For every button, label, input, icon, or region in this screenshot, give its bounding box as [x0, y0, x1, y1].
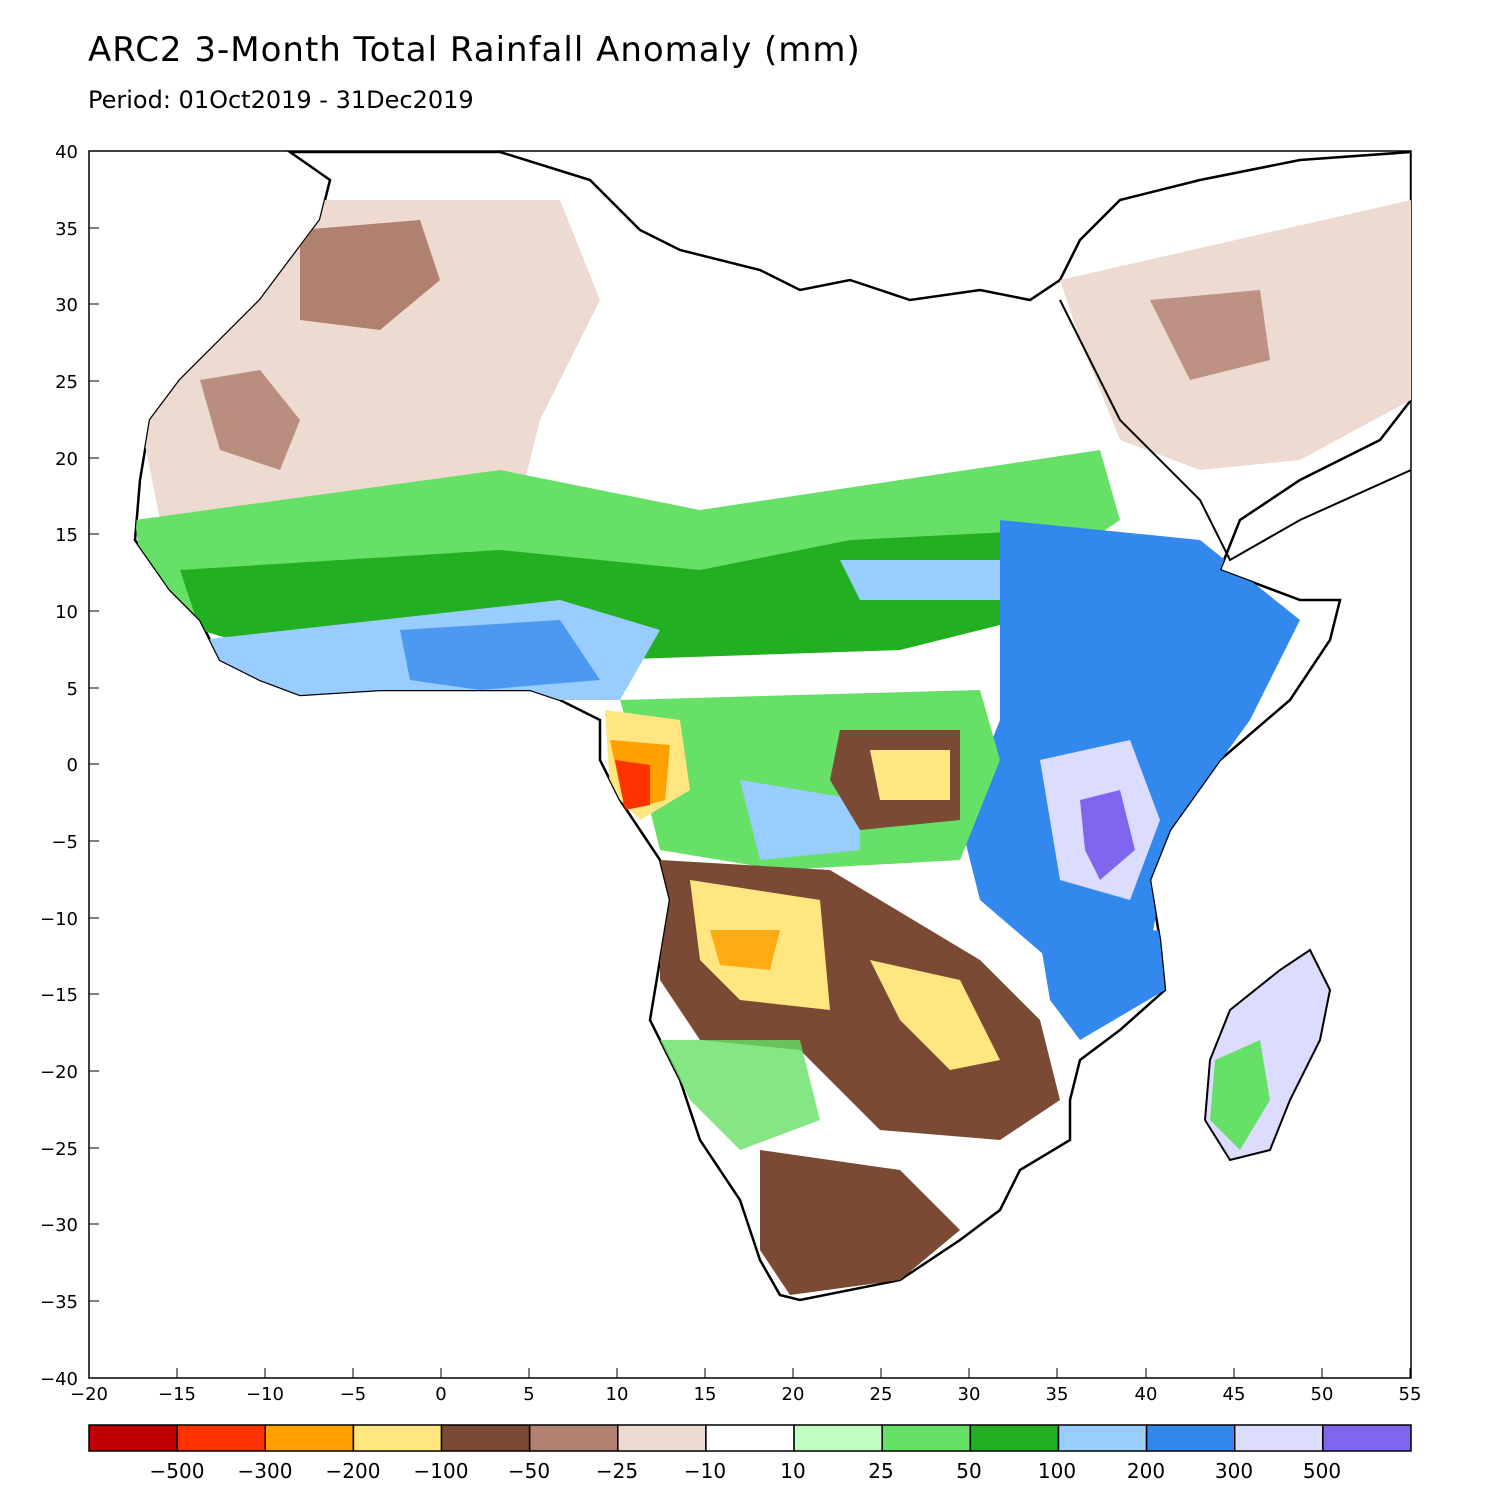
map-title: ARC2 3-Month Total Rainfall Anomaly (mm) [88, 30, 861, 70]
x-tick-label: 45 [1223, 1384, 1246, 1405]
legend-swatch [1145, 1424, 1236, 1452]
y-tick-label: −15 [40, 985, 78, 1006]
legend-label: 25 [868, 1459, 893, 1483]
y-tick-label: 30 [55, 295, 78, 316]
legend-label: 10 [780, 1459, 805, 1483]
y-tick-label: −5 [51, 832, 78, 853]
anomaly-zambia-deficit [870, 960, 1000, 1070]
legend-swatch [264, 1424, 355, 1452]
x-tick-label: 5 [523, 1384, 534, 1405]
x-tick-label: 15 [694, 1384, 717, 1405]
legend-swatch [528, 1424, 619, 1452]
anomaly-nw-dry-moderate [200, 370, 300, 470]
y-tick-label: 0 [67, 755, 78, 776]
legend-label: −25 [596, 1459, 638, 1483]
legend-label: −200 [326, 1459, 381, 1483]
legend-label: −500 [150, 1459, 205, 1483]
y-tick-label: 5 [67, 679, 78, 700]
legend-label: 100 [1038, 1459, 1076, 1483]
anomaly-angola-deficit-orange [710, 930, 780, 970]
x-tick-label: 35 [1046, 1384, 1069, 1405]
y-tick-label: −30 [40, 1215, 78, 1236]
legend-label: 300 [1215, 1459, 1253, 1483]
madagascar-wet [1210, 1040, 1270, 1150]
legend-label: −100 [414, 1459, 469, 1483]
y-tick-label: 35 [55, 219, 78, 240]
anomaly-namibia-mixed [660, 1040, 820, 1150]
y-tick-label: −10 [40, 909, 78, 930]
legend-label: −50 [508, 1459, 550, 1483]
x-tick-label: 55 [1399, 1384, 1422, 1405]
x-tick-label: 0 [435, 1384, 446, 1405]
legend-swatch [969, 1424, 1060, 1452]
y-tick-label: 40 [55, 142, 78, 163]
legend-label: 50 [956, 1459, 981, 1483]
legend-swatch [617, 1424, 707, 1452]
y-tick-label: −20 [40, 1062, 78, 1083]
y-tick-label: −35 [40, 1292, 78, 1313]
x-tick-label: −15 [158, 1384, 196, 1405]
x-tick-label: 40 [1135, 1384, 1158, 1405]
anomaly-guinea-coast-strong [400, 620, 600, 690]
anomaly-south-africa-dry [760, 1150, 960, 1295]
x-tick-label: −5 [340, 1384, 367, 1405]
x-tick-label: 30 [958, 1384, 981, 1405]
legend-swatch [352, 1424, 443, 1452]
legend-label: 500 [1303, 1459, 1341, 1483]
anomaly-fields [135, 200, 1411, 1295]
map-layer [133, 151, 1411, 1302]
y-tick-label: 20 [55, 449, 78, 470]
anomaly-east-africa-extreme-core [1080, 790, 1135, 880]
x-tick-label: 50 [1311, 1384, 1334, 1405]
legend-swatch [1322, 1424, 1412, 1452]
anomaly-gabon-deficit-red [615, 760, 650, 810]
anomaly-arabia-dry [1150, 290, 1270, 380]
anomaly-congo-blue [740, 780, 860, 860]
anomaly-drc-deficit [870, 750, 950, 800]
y-tick-label: −40 [40, 1369, 78, 1390]
legend-labels: −500 −300 −200 −100 −50 −25 −10 10 25 50… [150, 1459, 1342, 1483]
x-tick-label: −20 [70, 1384, 108, 1405]
legend-swatch [881, 1424, 972, 1452]
y-tick-label: 10 [55, 602, 78, 623]
legend-label: −300 [238, 1459, 293, 1483]
legend-swatch [440, 1424, 531, 1452]
legend-swatch [1233, 1424, 1324, 1452]
y-tick-label: 25 [55, 372, 78, 393]
map-subtitle: Period: 01Oct2019 - 31Dec2019 [88, 86, 474, 114]
y-axis: 40 35 30 25 20 15 10 5 0 −5 −10 −15 −20 … [40, 142, 99, 1390]
legend-label: −10 [684, 1459, 726, 1483]
x-tick-label: 10 [606, 1384, 629, 1405]
legend-colorbar [88, 1424, 1412, 1452]
y-tick-label: −25 [40, 1139, 78, 1160]
legend-swatch [705, 1424, 795, 1452]
x-tick-label: 25 [870, 1384, 893, 1405]
x-tick-label: 20 [782, 1384, 805, 1405]
anomaly-central-band-blue [840, 560, 1010, 600]
legend-label: 200 [1127, 1459, 1165, 1483]
legend-swatch [176, 1424, 267, 1452]
anomaly-mozambique-wet [1040, 930, 1165, 1040]
legend-swatch [1057, 1424, 1148, 1452]
legend-swatch [793, 1424, 883, 1452]
x-tick-label: −10 [246, 1384, 284, 1405]
arabia-outline [1059, 299, 1411, 562]
anomaly-morocco-dry [300, 220, 440, 330]
legend-swatch [88, 1424, 178, 1452]
y-tick-label: 15 [55, 525, 78, 546]
x-axis: −20 −15 −10 −5 0 5 10 15 20 25 30 35 40 … [70, 1368, 1421, 1405]
